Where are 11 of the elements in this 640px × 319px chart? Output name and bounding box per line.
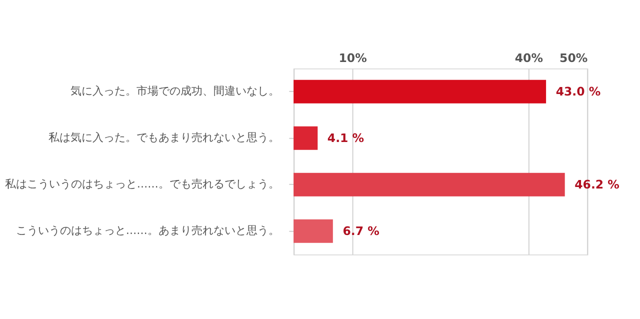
data-label: 46.2 % [574,178,620,192]
x-tick-label: 10% [338,51,368,66]
y-tick-label: 気に入った。市場での成功、間違いなし。 [70,84,280,98]
data-label: 43.0 % [556,84,601,99]
x-tick-label: 40% [514,51,544,66]
data-label: 6.7 % [342,224,380,238]
data-label: 4.1 % [327,131,364,146]
y-tick-label: 私はこういうのはちょっと……。でも売れるでしょう。 [4,178,280,191]
y-tick-label: こういうのはちょっと……。あまり売れないと思う。 [16,224,280,238]
x-tick-label: 50% [560,51,588,66]
y-tick-label: 私は気に入った。でもあまり売れないと思う。 [48,131,280,144]
